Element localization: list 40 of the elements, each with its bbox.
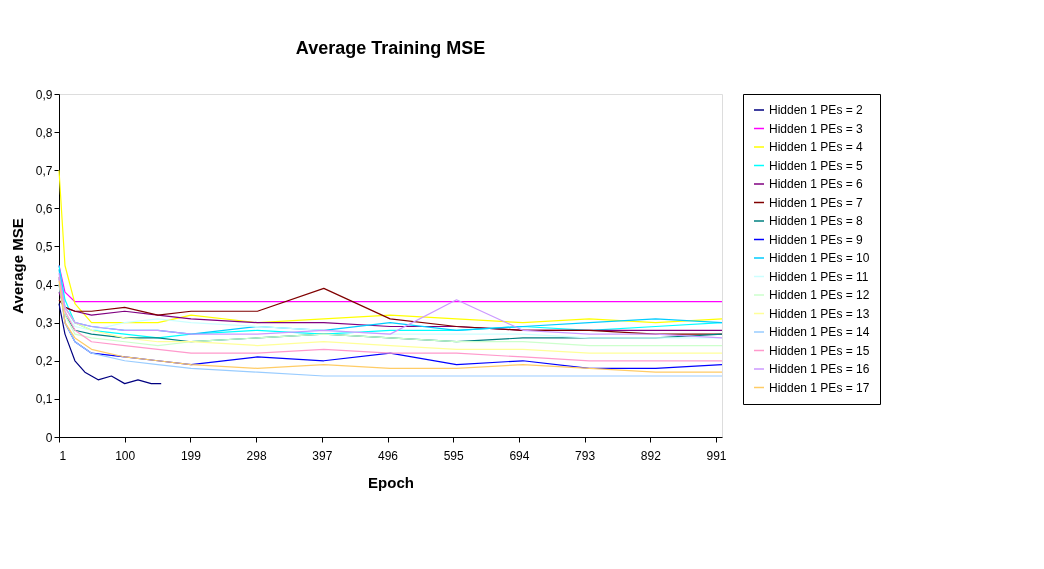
legend-label: Hidden 1 PEs = 15 [769, 343, 870, 358]
legend-label: Hidden 1 PEs = 7 [769, 195, 864, 210]
y-tick-label: 0,4 [35, 278, 53, 293]
x-tick-label: 793 [575, 448, 596, 463]
legend-label: Hidden 1 PEs = 8 [769, 214, 864, 228]
legend-label: Hidden 1 PEs = 5 [769, 158, 864, 173]
x-tick-label: 199 [180, 448, 202, 463]
legend-label: Hidden 1 PEs = 10 [769, 251, 870, 265]
legend-label: Hidden 1 PEs = 9 [769, 232, 864, 247]
x-tick-label: 1 [59, 448, 67, 463]
y-tick-label: 0,5 [35, 239, 53, 254]
x-tick-label: 892 [640, 448, 662, 463]
y-tick-label: 0,7 [35, 163, 53, 178]
legend-label: Hidden 1 PEs = 11 [769, 269, 869, 284]
chart-title: Average Training MSE [295, 38, 486, 58]
y-tick-label: 0,3 [35, 316, 53, 331]
y-tick-label: 0,1 [35, 392, 53, 407]
legend-label: Hidden 1 PEs = 13 [769, 306, 870, 321]
legend-label: Hidden 1 PEs = 14 [769, 325, 870, 339]
x-tick-label: 298 [246, 448, 267, 463]
legend-label: Hidden 1 PEs = 4 [769, 140, 864, 154]
y-tick-label: 0,6 [35, 201, 53, 216]
legend-label: Hidden 1 PEs = 2 [769, 103, 864, 117]
x-tick-label: 100 [115, 448, 136, 463]
legend-label: Hidden 1 PEs = 16 [769, 362, 870, 376]
x-tick-label: 991 [706, 448, 727, 463]
legend-label: Hidden 1 PEs = 12 [769, 288, 870, 302]
y-tick-label: 0,8 [35, 125, 53, 140]
x-tick-label: 694 [509, 448, 530, 463]
x-axis-title: Epoch [368, 473, 414, 491]
legend-label: Hidden 1 PEs = 17 [769, 380, 870, 395]
y-tick-label: 0,9 [35, 87, 53, 102]
x-tick-label: 397 [312, 448, 333, 463]
legend-label: Hidden 1 PEs = 3 [769, 121, 864, 136]
legend-label: Hidden 1 PEs = 6 [769, 177, 864, 191]
y-axis-title: Average MSE [8, 218, 26, 314]
x-tick-label: 595 [443, 448, 465, 463]
y-tick-label: 0,2 [35, 354, 53, 369]
x-tick-label: 496 [378, 448, 399, 463]
y-tick-label: 0 [45, 430, 53, 445]
